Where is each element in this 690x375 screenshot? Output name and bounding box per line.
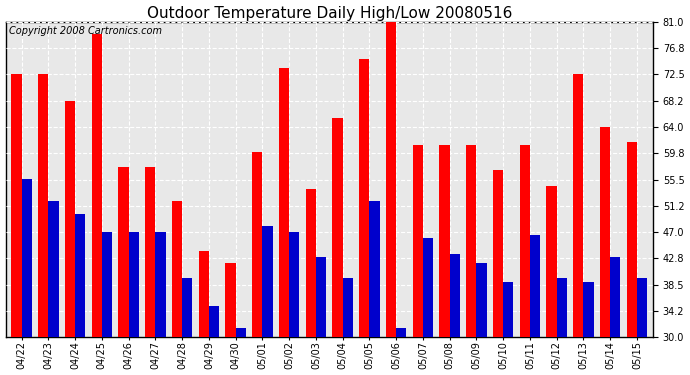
Bar: [610, 257, 620, 337]
Title: Outdoor Temperature Daily High/Low 20080516: Outdoor Temperature Daily High/Low 20080…: [146, 6, 512, 21]
Bar: [584, 282, 593, 337]
Bar: [128, 232, 139, 337]
Bar: [396, 328, 406, 337]
Bar: [450, 254, 460, 337]
Bar: [557, 279, 566, 337]
Bar: [413, 146, 423, 337]
Bar: [530, 235, 540, 337]
Text: Copyright 2008 Cartronics.com: Copyright 2008 Cartronics.com: [9, 27, 161, 36]
Bar: [155, 232, 166, 337]
Bar: [21, 180, 32, 337]
Bar: [546, 186, 557, 337]
Bar: [306, 189, 316, 337]
Bar: [209, 306, 219, 337]
Bar: [476, 263, 486, 337]
Bar: [226, 263, 235, 337]
Bar: [466, 146, 476, 337]
Bar: [92, 34, 102, 337]
Bar: [520, 146, 530, 337]
Bar: [333, 118, 343, 337]
Bar: [48, 201, 59, 337]
Bar: [627, 142, 637, 337]
Bar: [369, 201, 380, 337]
Bar: [600, 127, 610, 337]
Bar: [573, 74, 584, 337]
Bar: [423, 238, 433, 337]
Bar: [119, 167, 128, 337]
Bar: [637, 279, 647, 337]
Bar: [359, 59, 369, 337]
Bar: [316, 257, 326, 337]
Bar: [38, 74, 48, 337]
Bar: [262, 226, 273, 337]
Bar: [493, 170, 503, 337]
Bar: [503, 282, 513, 337]
Bar: [182, 279, 193, 337]
Bar: [172, 201, 182, 337]
Bar: [199, 251, 209, 337]
Bar: [343, 279, 353, 337]
Bar: [386, 22, 396, 337]
Bar: [65, 101, 75, 337]
Bar: [235, 328, 246, 337]
Bar: [102, 232, 112, 337]
Bar: [279, 68, 289, 337]
Bar: [75, 213, 86, 337]
Bar: [145, 167, 155, 337]
Bar: [253, 152, 262, 337]
Bar: [289, 232, 299, 337]
Bar: [12, 74, 21, 337]
Bar: [440, 146, 450, 337]
